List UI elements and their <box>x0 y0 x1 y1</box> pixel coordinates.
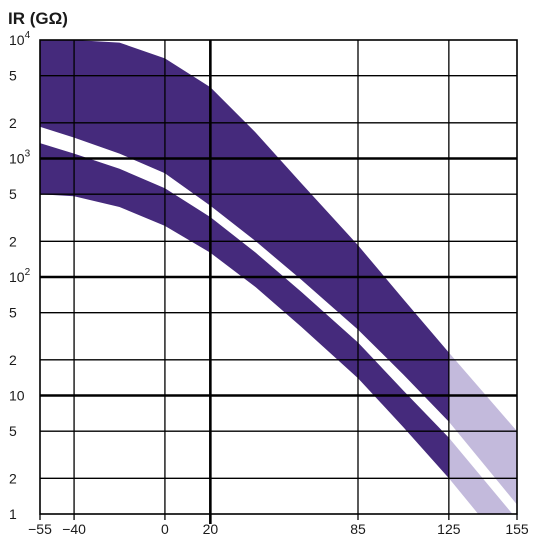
ir-band-1-extended <box>448 352 517 505</box>
y-tick-label: 10 <box>9 388 25 404</box>
y-tick-label: 2 <box>9 470 17 486</box>
x-tick-label: 155 <box>505 521 529 537</box>
y-tick-label: 5 <box>9 68 17 84</box>
y-tick-label: 2 <box>9 115 17 131</box>
x-tick-label: −55 <box>28 521 52 537</box>
y-tick-label: 2 <box>9 233 17 249</box>
y-tick-label: 1 <box>9 506 17 522</box>
y-tick-label: 103 <box>9 149 31 167</box>
plot-frame <box>39 39 518 515</box>
ir-band-2-extended <box>448 437 513 514</box>
x-tick-label: −40 <box>62 521 86 537</box>
y-tick-label: 5 <box>9 186 17 202</box>
x-tick-label: 85 <box>350 521 366 537</box>
y-tick-label: 5 <box>9 305 17 321</box>
y-axis-label: IR (GΩ) <box>8 9 68 28</box>
x-tick-label: 125 <box>437 521 461 537</box>
ir-band-2 <box>40 143 449 479</box>
x-tick-label: 20 <box>203 521 219 537</box>
ir-band-1 <box>40 40 449 422</box>
y-tick-label: 102 <box>9 267 31 285</box>
x-tick-label: 0 <box>161 521 169 537</box>
y-tick-label: 2 <box>9 352 17 368</box>
y-tick-label: 104 <box>9 30 31 48</box>
y-tick-label: 5 <box>9 423 17 439</box>
